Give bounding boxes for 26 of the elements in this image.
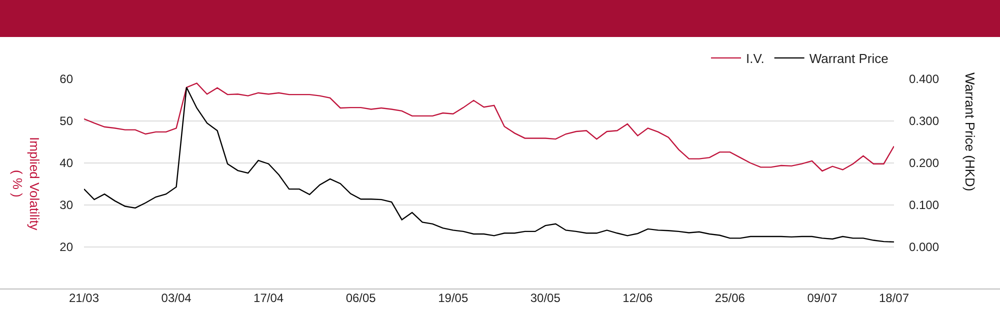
x-tick-label: 03/04 [161, 291, 192, 305]
x-tick-label: 12/06 [622, 291, 654, 305]
x-tick-label: 17/04 [254, 291, 284, 305]
y2-tick-label: 0.000 [909, 240, 940, 254]
y2-tick-label: 0.300 [909, 114, 940, 128]
x-tick-label: 21/03 [68, 291, 100, 305]
legend-label: I.V. [746, 51, 764, 66]
y-tick-label: 50 [60, 114, 74, 128]
y2-tick-label: 0.200 [909, 156, 940, 170]
y-tick-label: 30 [60, 198, 74, 212]
legend-label: Warrant Price [809, 51, 888, 66]
x-tick-label: 25/06 [714, 291, 746, 305]
x-tick-label: 06/05 [346, 291, 376, 305]
y-axis-title: Implied Volatility ( % ) [10, 137, 42, 231]
y2-tick-label: 0.400 [909, 72, 940, 86]
y-tick-label: 20 [60, 240, 74, 254]
y2-axis-title: Warrant Price (HKD) [962, 72, 978, 192]
line-series [84, 82, 894, 172]
y-tick-label: 40 [60, 156, 74, 170]
y2-tick-label: 0.100 [909, 198, 940, 212]
x-tick-label: 18/07 [878, 291, 910, 305]
x-tick-label: 09/07 [807, 291, 838, 305]
y-tick-label: 60 [60, 72, 74, 86]
line-series [84, 86, 894, 243]
x-tick-label: 30/05 [530, 291, 561, 305]
x-tick-label: 19/05 [438, 291, 468, 305]
